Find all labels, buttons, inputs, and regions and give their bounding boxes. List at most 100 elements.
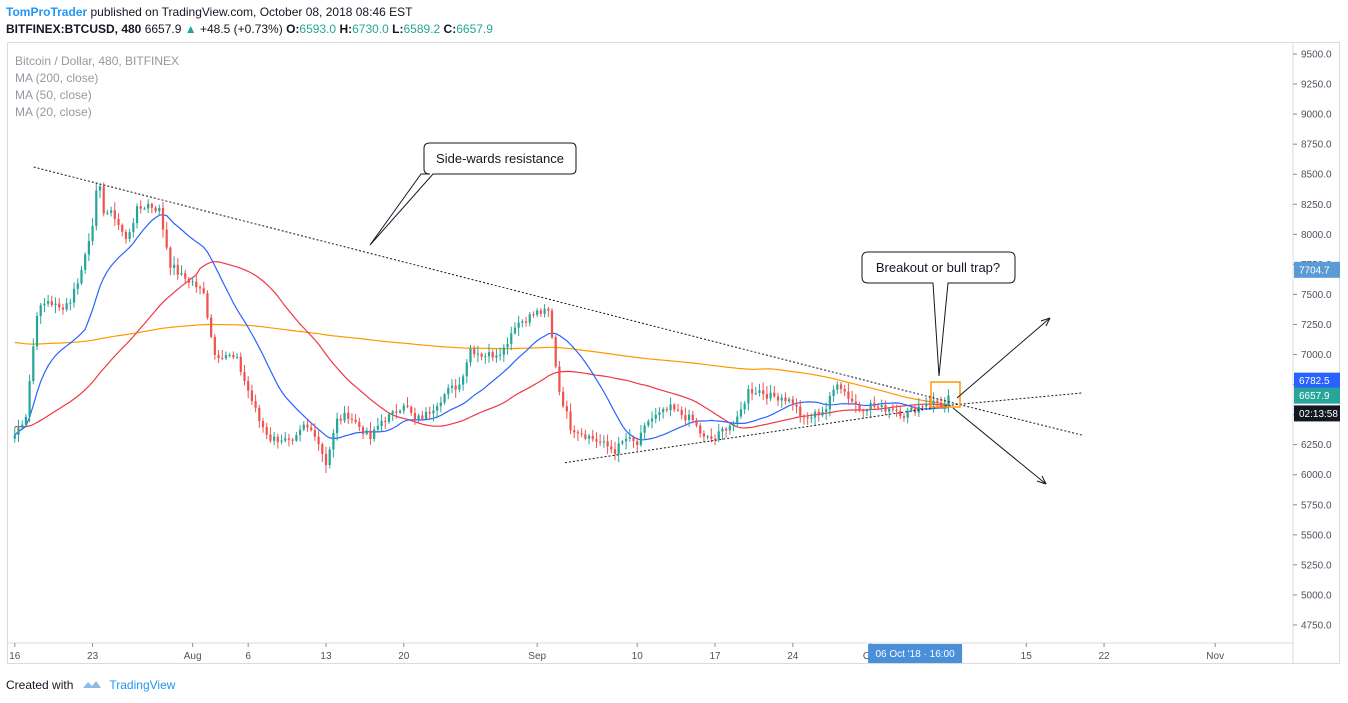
legend-ma50[interactable]: MA (50, close) [15, 88, 92, 102]
candle-body [502, 347, 505, 355]
candle-body [76, 283, 79, 289]
candle-body [758, 390, 761, 394]
candle-body [599, 441, 602, 443]
price-label: 6782.5 [1294, 372, 1340, 389]
ma20-line [14, 214, 949, 441]
legend-ma20[interactable]: MA (20, close) [15, 105, 92, 119]
breakout-highlight-box[interactable] [930, 381, 961, 408]
candle-body [665, 409, 668, 411]
candle [728, 424, 731, 435]
candle [43, 298, 46, 313]
candle [376, 417, 379, 433]
candle-body [436, 406, 439, 411]
candle-body [517, 322, 520, 328]
chart-frame[interactable] [7, 42, 1340, 664]
candle [354, 414, 357, 424]
candle-body [61, 307, 65, 310]
callout-side-wards-resistance[interactable]: Side-wards resistance [369, 142, 577, 246]
candle-body [939, 402, 943, 407]
candle [328, 446, 331, 469]
candle-body [899, 410, 902, 417]
time-axis[interactable]: 1623Aug61320Sep101724Oct1522Nov [9, 643, 1224, 662]
candle [547, 306, 550, 317]
candle [769, 384, 772, 402]
candle [206, 290, 209, 320]
callout-breakout[interactable]: Breakout or bull trap? [861, 251, 1016, 377]
candle-body [58, 303, 61, 308]
candle-body [406, 405, 409, 407]
candle [443, 392, 446, 405]
candle-body [632, 437, 635, 442]
candle [650, 411, 654, 429]
y-tick-label: 6000.0 [1301, 470, 1332, 481]
candle-body [358, 421, 361, 428]
candle-body [547, 308, 550, 311]
candle-body [243, 372, 246, 382]
candle-body [869, 402, 872, 410]
candle-body [254, 401, 257, 408]
candle [636, 437, 639, 452]
candle-body [24, 416, 28, 425]
candle [669, 397, 672, 417]
candle-body [169, 247, 172, 268]
candle-body [310, 427, 313, 431]
candle [280, 434, 283, 445]
candle [76, 278, 79, 295]
ma200-line [14, 323, 949, 405]
candle [654, 407, 657, 424]
candle [339, 414, 342, 425]
candle-body [250, 390, 254, 402]
candle-body [510, 333, 513, 344]
candle [910, 405, 913, 413]
legend-ma200[interactable]: MA (200, close) [15, 71, 99, 85]
candle [228, 352, 231, 358]
candle-body [361, 427, 365, 435]
candle-body [165, 229, 168, 248]
candle [24, 414, 28, 427]
candle-body [584, 434, 587, 439]
candle-body [854, 401, 857, 405]
candle [865, 408, 869, 416]
candle [687, 409, 691, 427]
candle [899, 405, 902, 420]
candle-body [710, 436, 713, 439]
x-tick-label: 17 [709, 651, 721, 662]
author-link[interactable]: TomProTrader [6, 5, 88, 19]
candle [680, 406, 683, 420]
x-tick-label: 10 [632, 651, 644, 662]
candle-body [788, 399, 791, 402]
candle-body [398, 410, 402, 413]
candle [187, 276, 191, 289]
candle [276, 433, 279, 449]
price-axis[interactable]: 9500.0 9250.0 9000.0 8750.0 8500.0 8250.0 8000… [1293, 50, 1332, 632]
candle-body [176, 264, 179, 275]
candle [235, 353, 239, 360]
y-tick-label: 5250.0 [1301, 560, 1332, 571]
candle-body [306, 424, 309, 428]
close-label: C: [443, 22, 457, 36]
candle-body [806, 417, 809, 419]
candle-body [802, 416, 806, 418]
candle-body [184, 273, 187, 279]
candle-body [424, 411, 428, 419]
y-tick-label: 7500.0 [1301, 290, 1332, 301]
ma200-layer [14, 323, 949, 405]
candle [39, 302, 42, 324]
candle-body [821, 411, 824, 416]
candle-body [747, 389, 750, 404]
candle [361, 425, 365, 440]
candle [150, 202, 153, 214]
candle [410, 405, 413, 416]
candle [521, 319, 524, 328]
tradingview-link[interactable]: TradingView [109, 678, 176, 692]
candle [576, 430, 580, 442]
candle [754, 386, 757, 396]
candle [662, 407, 665, 419]
candle [221, 349, 224, 361]
candle [147, 199, 150, 214]
y-tick-label: 9500.0 [1301, 50, 1332, 61]
candle-body [836, 384, 839, 390]
price-label: 7704.7 [1294, 261, 1340, 278]
candle [473, 345, 476, 358]
